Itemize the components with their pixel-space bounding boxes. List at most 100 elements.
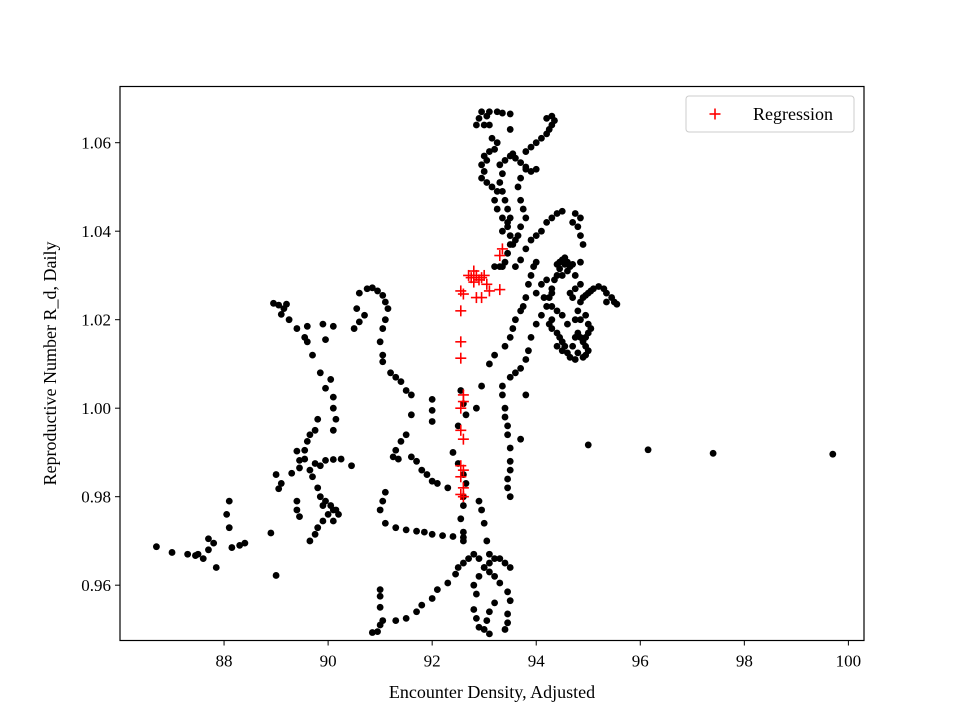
data-point [361,311,368,319]
data-point [527,168,535,175]
data-point [283,300,290,308]
data-point [543,114,551,122]
data-point [571,210,579,217]
regression-point [483,285,495,297]
data-point [205,535,212,543]
data-point [293,325,301,332]
data-point [272,471,280,478]
data-point [527,272,535,279]
data-point [566,353,574,361]
data-point [509,241,517,248]
data-point [277,480,285,487]
data-point [485,568,493,576]
legend-plus-mark [709,108,721,120]
data-point [413,608,420,616]
data-point [480,121,488,129]
data-point [512,316,519,324]
data-point [485,148,493,155]
data-point [301,446,309,454]
data-point [506,457,514,465]
data-point [485,108,493,116]
data-point [499,391,506,399]
data-point [504,475,512,483]
data-point [512,369,519,377]
x-tick-label: 90 [320,652,337,671]
data-point [355,289,363,297]
data-point [322,336,329,344]
data-point [392,373,400,381]
data-point [512,263,519,270]
data-point [501,626,509,633]
data-point [558,272,566,279]
data-point [590,285,597,293]
data-point [275,485,283,493]
data-point [428,595,436,602]
regression-point [468,276,480,288]
data-point [491,351,499,359]
data-point [241,539,249,547]
regression-point [476,272,488,284]
data-point [337,455,345,463]
data-point [470,550,478,558]
data-point [394,455,402,463]
data-point [311,530,319,538]
data-point [329,404,337,412]
data-point [332,415,340,423]
data-point [480,168,488,175]
data-point [501,196,509,204]
data-point [376,592,384,600]
data-point [462,411,470,419]
data-point [506,232,514,240]
data-point [501,156,509,164]
data-point [272,572,280,579]
data-point [499,227,506,235]
data-point [564,267,571,275]
data-point [348,462,355,470]
data-point [574,307,582,315]
x-tick-label: 100 [836,652,862,671]
data-point [428,418,436,425]
data-point [374,287,381,295]
data-point [538,227,545,235]
plot-frame [119,85,865,642]
regression-point [476,292,488,304]
data-point [571,356,579,363]
data-point [475,114,483,122]
data-point [504,249,512,257]
data-point [293,497,301,505]
data-point [236,541,244,549]
data-point [335,510,342,518]
data-point [493,139,501,147]
data-point [350,325,358,332]
data-point [506,466,514,474]
data-point [309,351,316,359]
data-point [381,488,389,496]
data-point [368,284,376,292]
legend-box [685,95,855,133]
regression-point [457,491,469,503]
data-point [319,517,327,525]
data-point [475,555,483,563]
data-point [525,280,532,288]
regression-point [463,269,475,281]
data-point [363,285,371,293]
data-point [379,617,387,624]
data-point [499,109,506,117]
data-point [275,301,283,309]
data-point [548,325,556,332]
data-point [485,559,493,567]
data-point [428,530,436,538]
data-point [561,254,569,262]
data-point [449,533,457,540]
data-point [491,572,499,580]
data-point [501,413,509,421]
data-point [428,395,436,403]
data-point [459,559,467,567]
data-point [499,170,506,178]
data-point [491,145,499,153]
x-tick-label: 88 [216,652,233,671]
data-point [199,555,207,563]
data-point [829,450,837,458]
data-point [501,342,509,350]
data-point [389,453,397,461]
